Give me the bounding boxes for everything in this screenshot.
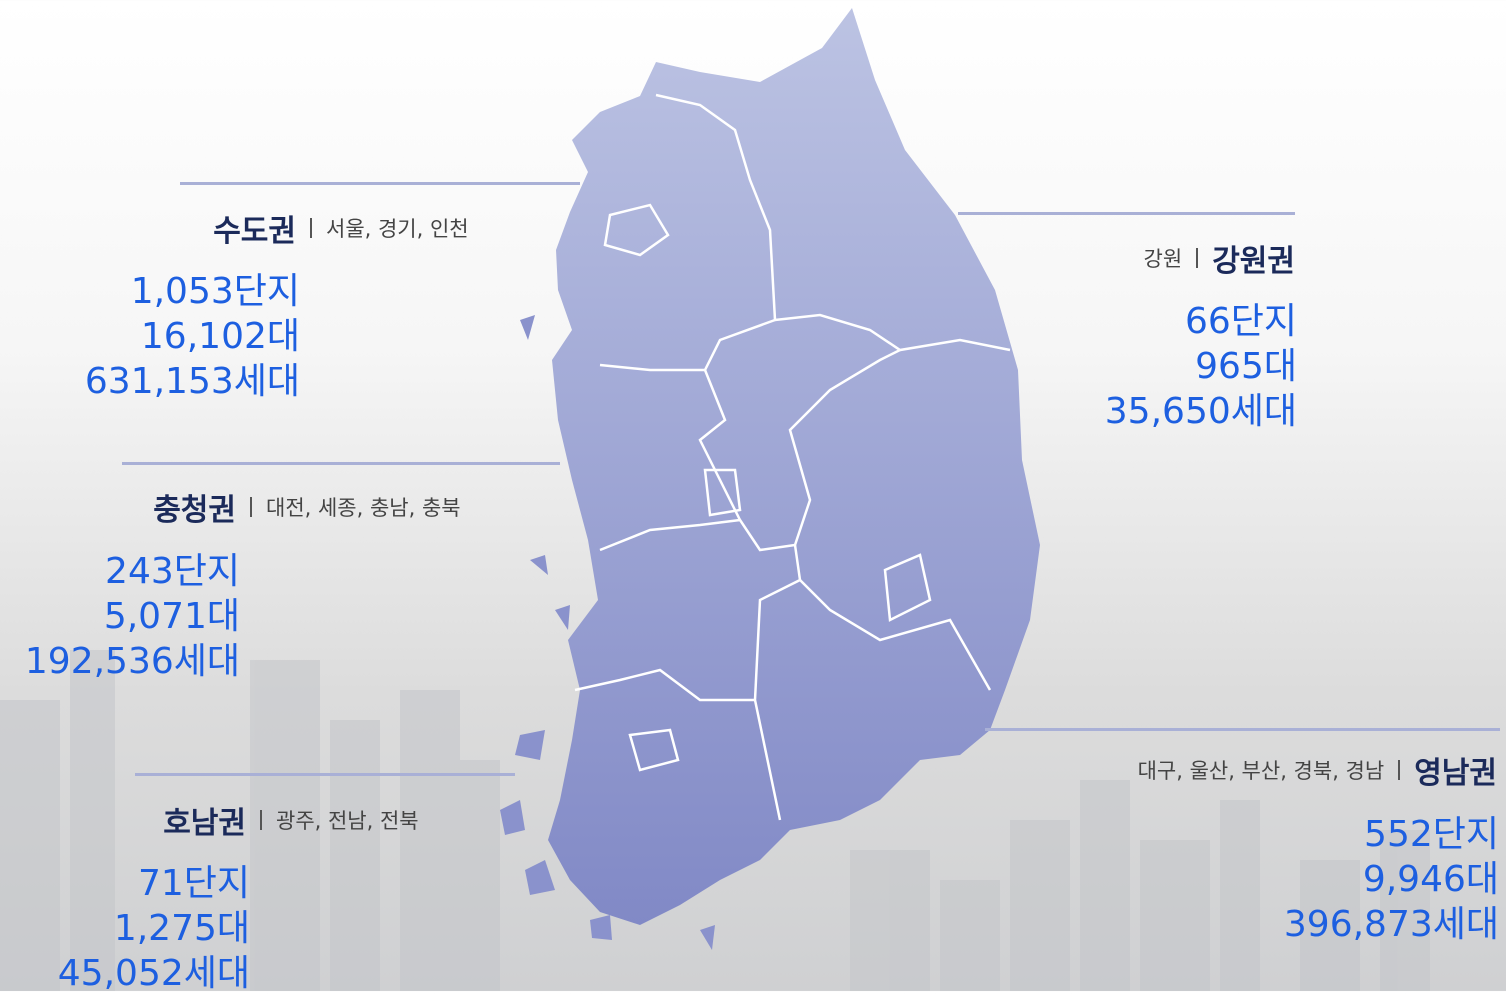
region-cities: 서울, 경기, 인천 (326, 217, 469, 241)
leader-line (135, 773, 515, 776)
region-heading: 호남권 광주, 전남, 전북 (163, 800, 419, 841)
region-stat: 45,052세대 (57, 953, 250, 994)
mainland (548, 8, 1040, 925)
separator (250, 497, 252, 517)
region-stat: 552단지 (1364, 814, 1499, 855)
region-stat: 71단지 (137, 863, 250, 904)
region-stat: 66단지 (1184, 301, 1297, 342)
region-heading: 강원 강원권 (1143, 238, 1295, 279)
region-name: 수도권 (213, 214, 296, 249)
islands (500, 315, 715, 950)
leader-line (122, 462, 560, 465)
region-stat: 1,053단지 (130, 271, 300, 312)
leader-line (180, 182, 580, 185)
region-stat: 1,275대 (113, 908, 250, 949)
leader-line (985, 728, 1500, 731)
region-stat: 35,650세대 (1104, 391, 1297, 432)
region-stat: 9,946대 (1362, 859, 1499, 900)
region-cities: 대전, 세종, 충남, 충북 (266, 496, 461, 520)
region-heading: 충청권 대전, 세종, 충남, 충북 (153, 487, 461, 528)
region-name: 호남권 (163, 806, 246, 841)
leader-line (958, 212, 1295, 215)
region-borders (574, 93, 1011, 821)
region-name: 강원권 (1212, 244, 1295, 279)
region-name: 영남권 (1414, 756, 1497, 791)
region-heading: 수도권 서울, 경기, 인천 (213, 208, 469, 249)
separator (1196, 248, 1199, 268)
separator (1398, 760, 1401, 780)
region-stat: 396,873세대 (1283, 904, 1499, 945)
separator (260, 810, 262, 830)
region-stat: 5,071대 (103, 596, 240, 637)
region-cities: 광주, 전남, 전북 (276, 809, 419, 833)
region-stat: 965대 (1195, 346, 1297, 387)
region-cities: 강원 (1143, 247, 1183, 271)
region-name: 충청권 (153, 493, 236, 528)
region-heading: 대구, 울산, 부산, 경북, 경남 영남권 (1137, 750, 1497, 791)
region-stat: 192,536세대 (24, 641, 240, 682)
region-stat: 16,102대 (140, 316, 300, 357)
region-stat: 631,153세대 (84, 361, 300, 402)
region-stat: 243단지 (105, 551, 240, 592)
region-cities: 대구, 울산, 부산, 경북, 경남 (1137, 759, 1385, 783)
separator (310, 218, 312, 238)
